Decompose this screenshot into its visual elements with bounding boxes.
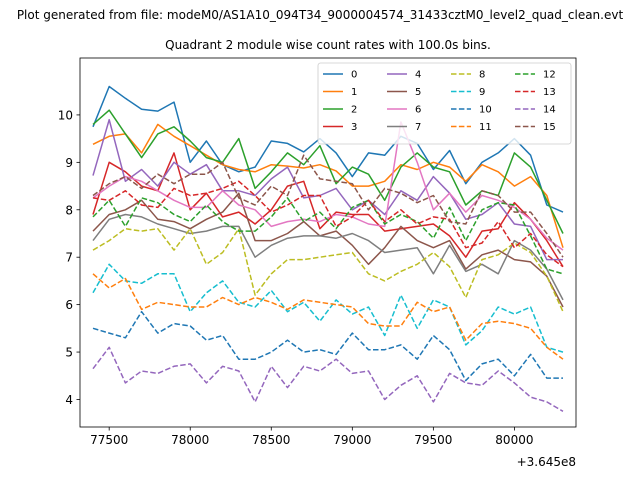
axis-ticks: 77500 78000 78500 79000 79500 80000 4 5 6 7 8 9 10 [58,108,534,447]
series-line-12 [92,197,564,275]
legend-label: 11 [479,122,492,133]
legend-label: 2 [351,105,357,116]
series-line-9 [92,263,564,353]
x-tick-label: 79500 [414,433,452,447]
y-tick-label: 4 [65,393,73,407]
legend-entry-3: 3 [323,122,357,133]
legend-label: 7 [415,122,421,133]
legend-entry-5: 5 [387,87,421,98]
series-line-6 [92,121,564,251]
x-tick-label: 79000 [333,433,371,447]
x-tick-label: 78500 [252,433,290,447]
legend-entry-4: 4 [387,70,421,81]
series-line-5 [92,192,564,308]
legend-label: 5 [415,87,421,98]
legend-entry-0: 0 [323,70,357,81]
legend-entry-11: 11 [451,122,492,133]
series-line-10 [92,310,563,382]
series-line-0 [92,85,564,213]
chart-title: Quadrant 2 module wise count rates with … [165,38,491,52]
x-tick-label: 77500 [90,433,128,447]
series-line-15 [92,154,564,258]
legend-label: 10 [479,105,492,116]
legend-label: 9 [479,87,485,98]
legend-entry-13: 13 [515,87,556,98]
legend-label: 6 [415,105,421,116]
legend-entry-12: 12 [515,70,556,81]
legend-label: 4 [415,70,421,81]
figure-suptitle: Plot generated from file: modeM0/AS1A10_… [17,8,624,22]
legend-entry-2: 2 [323,105,357,116]
series-line-4 [92,118,563,261]
legend-label: 12 [543,70,556,81]
y-tick-label: 8 [65,203,73,217]
x-tick-label: 80000 [495,433,533,447]
legend-entry-15: 15 [515,122,556,133]
x-tick-label: 78000 [171,433,209,447]
series-line-13 [92,180,564,268]
y-tick-label: 7 [65,251,73,265]
series-layer [92,85,564,412]
y-tick-label: 6 [65,298,73,312]
legend-label: 1 [351,87,357,98]
legend-entry-8: 8 [451,70,485,81]
legend-entry-7: 7 [387,122,421,133]
legend-entry-14: 14 [515,105,556,116]
series-line-8 [92,227,564,313]
legend-label: 0 [351,70,357,81]
y-tick-label: 9 [65,156,73,170]
legend-entry-9: 9 [451,87,485,98]
legend-label: 14 [543,105,556,116]
series-line-14 [92,346,564,412]
y-tick-label: 5 [65,346,73,360]
series-line-11 [92,273,564,360]
legend-label: 3 [351,122,357,133]
series-line-1 [92,123,564,248]
y-tick-label: 10 [58,108,73,122]
legend-entry-6: 6 [387,105,421,116]
legend-label: 8 [479,70,485,81]
legend-label: 15 [543,122,556,133]
legend-entry-1: 1 [323,87,357,98]
legend-entry-10: 10 [451,105,492,116]
legend-box [317,62,572,145]
legend-label: 13 [543,87,556,98]
x-axis-offset-label: +3.645e8 [517,455,576,469]
plot-frame [79,57,577,428]
series-line-7 [92,213,564,301]
